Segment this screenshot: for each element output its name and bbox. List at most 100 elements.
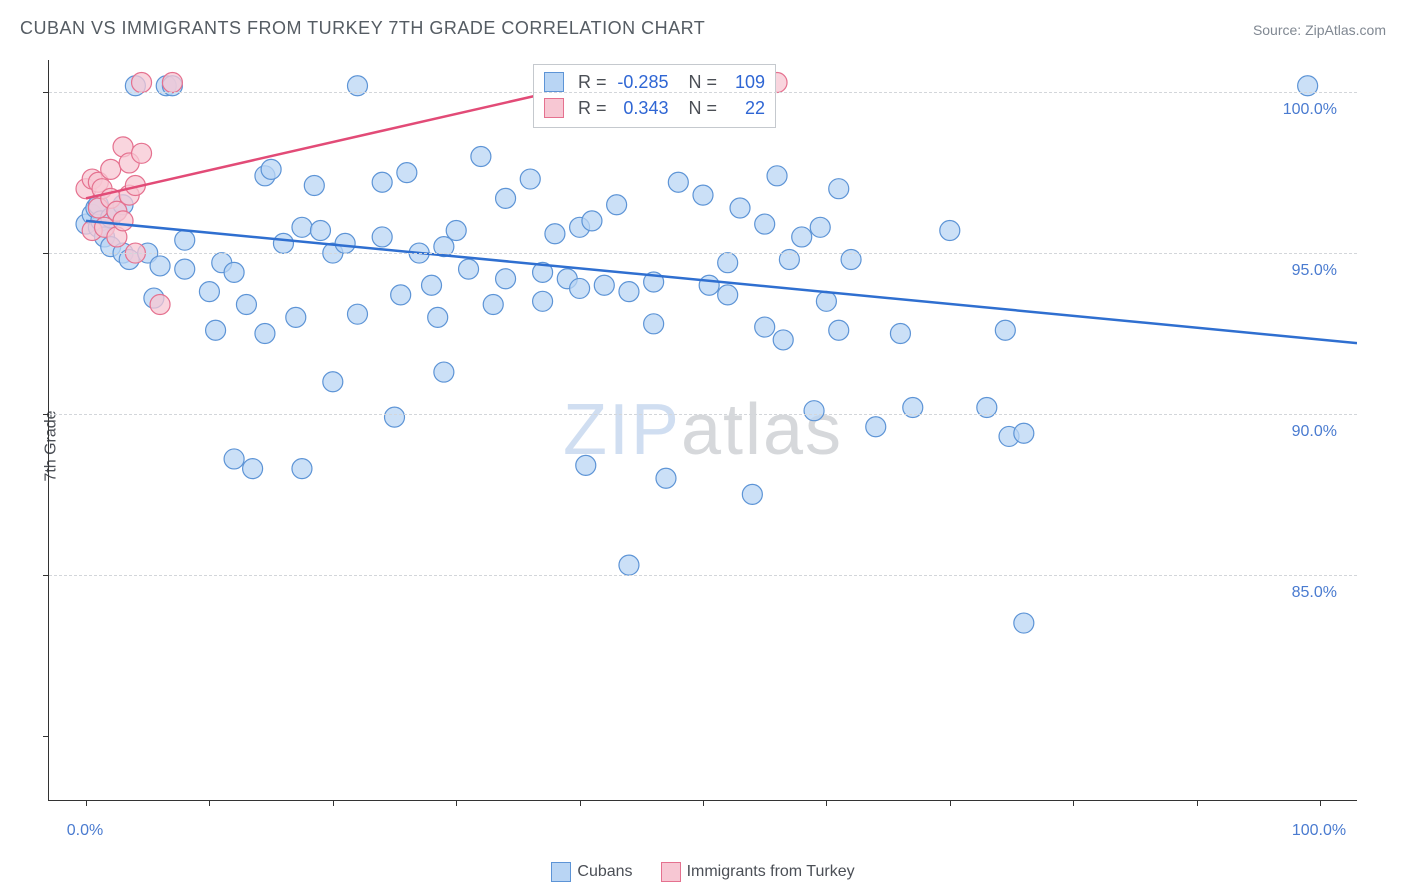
stat-R-value: 0.343 (614, 95, 668, 121)
trend-line (86, 86, 580, 199)
scatter-point (101, 159, 121, 179)
scatter-point (175, 230, 195, 250)
scatter-point (150, 295, 170, 315)
legend-item: Cubans (551, 862, 632, 882)
scatter-point (742, 484, 762, 504)
y-tick (43, 736, 49, 737)
scatter-point (391, 285, 411, 305)
scatter-point (810, 217, 830, 237)
scatter-point (582, 211, 602, 231)
chart-title: CUBAN VS IMMIGRANTS FROM TURKEY 7TH GRAD… (20, 18, 705, 39)
scatter-point (866, 417, 886, 437)
scatter-point (829, 320, 849, 340)
legend-swatch (661, 862, 681, 882)
scatter-point (236, 295, 256, 315)
stat-R-value: -0.285 (614, 69, 668, 95)
stat-N-label: N = (688, 95, 717, 121)
source-label: Source: ZipAtlas.com (1253, 22, 1386, 38)
scatter-point (483, 295, 503, 315)
scatter-point (372, 172, 392, 192)
trend-line (86, 221, 1357, 343)
scatter-point (1014, 423, 1034, 443)
y-tick-label: 100.0% (1283, 101, 1337, 119)
scatter-point (570, 278, 590, 298)
legend-swatch (544, 72, 564, 92)
scatter-point (755, 214, 775, 234)
scatter-point (767, 166, 787, 186)
legend-swatch (544, 98, 564, 118)
scatter-point (422, 275, 442, 295)
scatter-point (323, 372, 343, 392)
scatter-point (496, 269, 516, 289)
scatter-point (255, 323, 275, 343)
scatter-point (755, 317, 775, 337)
scatter-point (199, 282, 219, 302)
scatter-point (804, 401, 824, 421)
scatter-point (150, 256, 170, 276)
scatter-point (533, 291, 553, 311)
plot-area: ZIPatlas R =-0.285N =109R =0.343N =22 85… (48, 60, 1357, 801)
scatter-point (304, 175, 324, 195)
x-tick (1073, 800, 1074, 806)
scatter-point (224, 262, 244, 282)
scatter-svg (49, 60, 1357, 800)
legend-label: Cubans (577, 863, 632, 880)
gridline (49, 92, 1357, 93)
scatter-point (428, 307, 448, 327)
x-tick (86, 800, 87, 806)
x-tick (1320, 800, 1321, 806)
scatter-point (520, 169, 540, 189)
scatter-point (718, 285, 738, 305)
scatter-point (446, 221, 466, 241)
scatter-point (310, 221, 330, 241)
scatter-point (816, 291, 836, 311)
scatter-point (496, 188, 516, 208)
scatter-point (545, 224, 565, 244)
x-tick (333, 800, 334, 806)
x-tick (950, 800, 951, 806)
scatter-point (113, 211, 133, 231)
y-tick (43, 414, 49, 415)
legend-label: Immigrants from Turkey (687, 863, 855, 880)
stat-N-value: 109 (725, 69, 765, 95)
stats-row: R =-0.285N =109 (544, 69, 765, 95)
stat-N-value: 22 (725, 95, 765, 121)
stat-R-label: R = (578, 69, 607, 95)
scatter-point (693, 185, 713, 205)
scatter-point (594, 275, 614, 295)
scatter-point (175, 259, 195, 279)
scatter-point (372, 227, 392, 247)
y-tick (43, 92, 49, 93)
scatter-point (995, 320, 1015, 340)
x-tick-label: 0.0% (67, 822, 103, 840)
scatter-point (292, 217, 312, 237)
gridline (49, 575, 1357, 576)
x-tick-label: 100.0% (1292, 822, 1346, 840)
scatter-point (206, 320, 226, 340)
scatter-point (730, 198, 750, 218)
scatter-point (644, 314, 664, 334)
legend-item: Immigrants from Turkey (661, 862, 855, 882)
scatter-point (132, 143, 152, 163)
x-tick (580, 800, 581, 806)
stats-row: R =0.343N =22 (544, 95, 765, 121)
scatter-point (792, 227, 812, 247)
y-tick-label: 85.0% (1292, 584, 1337, 602)
scatter-point (940, 221, 960, 241)
scatter-point (292, 459, 312, 479)
gridline (49, 414, 1357, 415)
scatter-point (1014, 613, 1034, 633)
scatter-point (385, 407, 405, 427)
scatter-point (471, 147, 491, 167)
scatter-point (668, 172, 688, 192)
gridline (49, 253, 1357, 254)
scatter-point (335, 233, 355, 253)
x-tick (456, 800, 457, 806)
stats-legend-box: R =-0.285N =109R =0.343N =22 (533, 64, 776, 128)
scatter-point (607, 195, 627, 215)
x-tick (209, 800, 210, 806)
scatter-point (459, 259, 479, 279)
x-tick (826, 800, 827, 806)
y-tick-label: 90.0% (1292, 423, 1337, 441)
chart-container: CUBAN VS IMMIGRANTS FROM TURKEY 7TH GRAD… (0, 0, 1406, 892)
